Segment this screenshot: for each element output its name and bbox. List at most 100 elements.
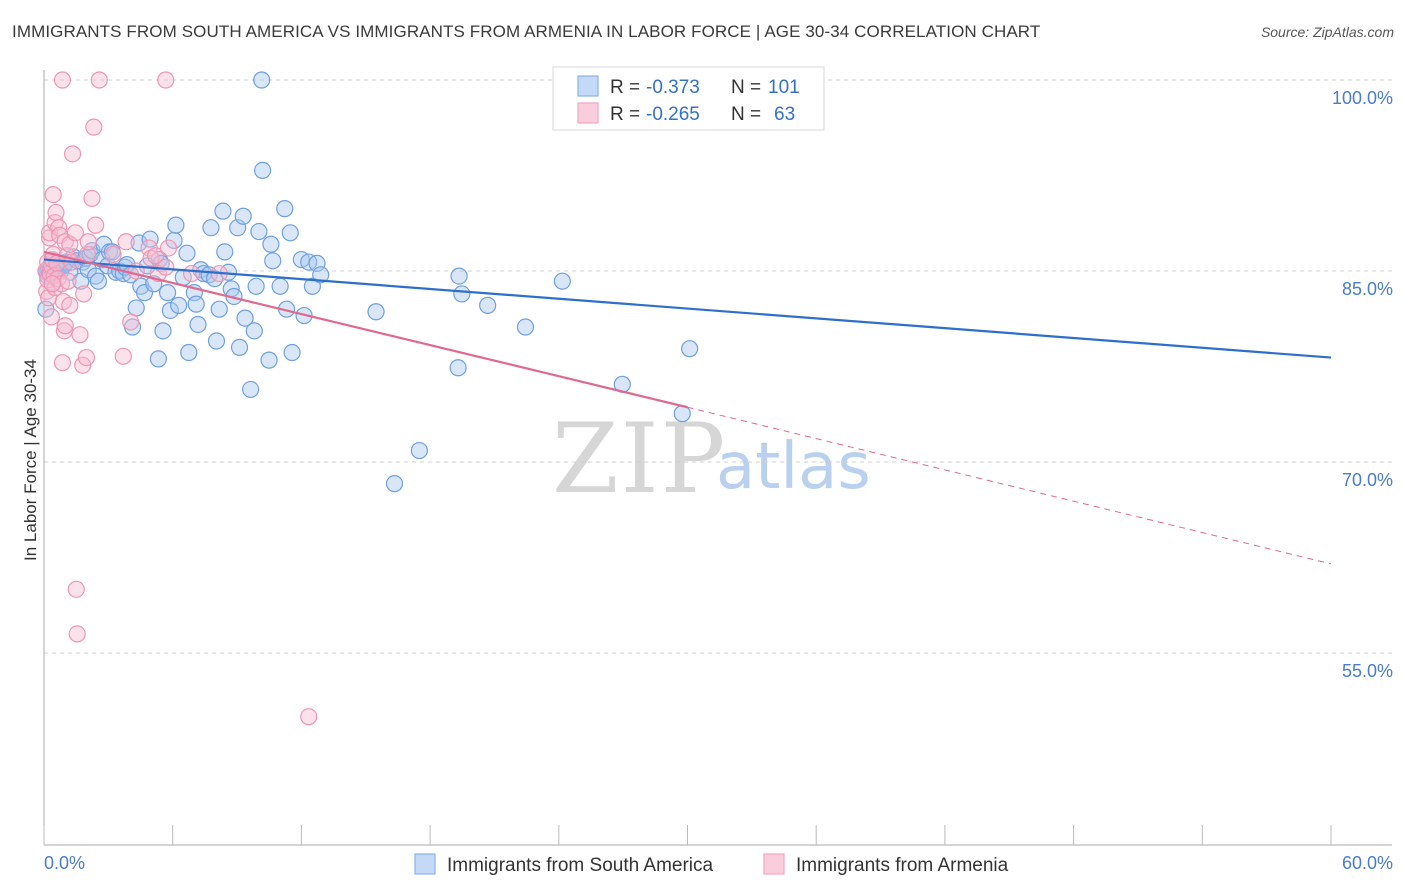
point-armenia [75, 285, 93, 303]
legend-top: R = -0.373 N = 101 R = -0.265 N = 63 [552, 66, 825, 131]
y-tick-label: 70.0% [1342, 470, 1393, 490]
y-axis-label: In Labor Force | Age 30-34 [21, 359, 40, 561]
point-armenia [53, 354, 72, 372]
point-south-america [216, 243, 234, 261]
point-armenia [77, 348, 96, 367]
point-south-america [260, 351, 278, 369]
point-armenia [40, 224, 59, 242]
trend-lines [43, 250, 1332, 565]
point-armenia [67, 580, 85, 598]
point-south-america [673, 405, 691, 423]
legend-r-value-2: -0.265 [646, 104, 700, 125]
watermark-zip: ZIP [552, 403, 727, 515]
point-armenia [104, 245, 122, 264]
point-south-america [312, 266, 330, 284]
point-armenia [182, 264, 201, 283]
point-armenia [63, 145, 82, 163]
point-south-america [367, 303, 385, 321]
point-south-america [681, 340, 699, 358]
point-south-america [89, 272, 108, 290]
point-armenia [44, 186, 62, 204]
point-armenia [42, 308, 60, 326]
legend-n-value-2: 63 [774, 104, 795, 125]
point-armenia [122, 313, 140, 331]
point-south-america [271, 277, 289, 295]
point-south-america [149, 350, 167, 368]
point-south-america [281, 224, 299, 242]
point-armenia [159, 239, 178, 257]
series-south-america [37, 71, 699, 493]
watermark-atlas: atlas [716, 430, 871, 504]
y-tick-label: 85.0% [1342, 279, 1393, 299]
x-tick-label-max: 60.0% [1342, 853, 1393, 873]
point-south-america [230, 338, 249, 356]
point-armenia [90, 71, 108, 89]
point-south-america [283, 343, 301, 362]
point-south-america [245, 322, 263, 340]
trend-line-south-america [43, 258, 1332, 359]
x-tick-label-min: 0.0% [44, 853, 85, 873]
point-armenia [142, 249, 160, 267]
legend-n-label-2: N = [731, 104, 761, 125]
point-south-america [479, 296, 497, 314]
point-south-america [158, 284, 177, 302]
point-armenia [157, 71, 175, 89]
point-south-america [167, 216, 185, 234]
point-armenia [56, 317, 74, 335]
point-south-america [189, 315, 207, 334]
point-armenia [61, 296, 79, 314]
point-south-america [449, 359, 467, 377]
point-south-america [303, 277, 322, 295]
point-south-america [87, 267, 105, 285]
point-south-america [385, 475, 404, 493]
point-south-america [135, 284, 154, 302]
point-armenia [83, 189, 101, 208]
series-armenia [37, 71, 318, 726]
legend-r-value-1: -0.373 [646, 77, 700, 98]
legend-n-value-1: 101 [768, 77, 800, 98]
point-armenia [59, 272, 77, 290]
chart-title: IMMIGRANTS FROM SOUTH AMERICA VS IMMIGRA… [12, 22, 1041, 41]
y-tick-labels: 55.0% 70.0% 85.0% 100.0% [1332, 88, 1393, 681]
point-south-america [410, 441, 428, 460]
legend-n-label-1: N = [731, 77, 761, 98]
point-south-america [276, 200, 294, 218]
point-armenia [68, 625, 86, 643]
point-south-america [210, 300, 228, 318]
point-south-america [234, 207, 252, 225]
axes [43, 70, 1392, 846]
point-armenia [53, 71, 72, 89]
point-south-america [178, 244, 196, 262]
point-south-america [141, 230, 159, 248]
point-armenia [85, 118, 103, 136]
point-south-america [262, 235, 280, 253]
point-south-america [202, 219, 220, 237]
point-south-america [516, 318, 535, 336]
x-tick-labels: 0.0% 60.0% [44, 853, 1393, 873]
y-tick-label: 100.0% [1332, 88, 1393, 108]
point-south-america [161, 301, 179, 320]
point-south-america [242, 380, 260, 399]
point-south-america [453, 285, 471, 303]
legend-swatch-south-america [577, 75, 599, 97]
point-south-america [553, 272, 571, 290]
point-armenia [147, 247, 165, 265]
legend-bottom: Immigrants from South America Immigrants… [414, 853, 1009, 876]
source-label: Source: ZipAtlas.com [1260, 24, 1394, 40]
point-south-america [207, 332, 226, 350]
legend-r-label-1: R = [610, 77, 640, 98]
point-south-america [187, 295, 205, 313]
point-south-america [130, 234, 148, 252]
point-south-america [154, 322, 172, 340]
point-south-america [450, 267, 468, 285]
point-south-america [170, 296, 188, 314]
point-south-america [264, 252, 282, 270]
point-armenia [87, 216, 105, 234]
grid-lines [44, 79, 1392, 654]
bottom-legend-swatch-armenia [763, 853, 785, 875]
legend-swatch-armenia [577, 102, 599, 124]
point-armenia [300, 708, 318, 726]
point-south-america [250, 222, 268, 241]
bottom-legend-swatch-south-america [414, 853, 436, 875]
point-armenia [43, 275, 61, 293]
